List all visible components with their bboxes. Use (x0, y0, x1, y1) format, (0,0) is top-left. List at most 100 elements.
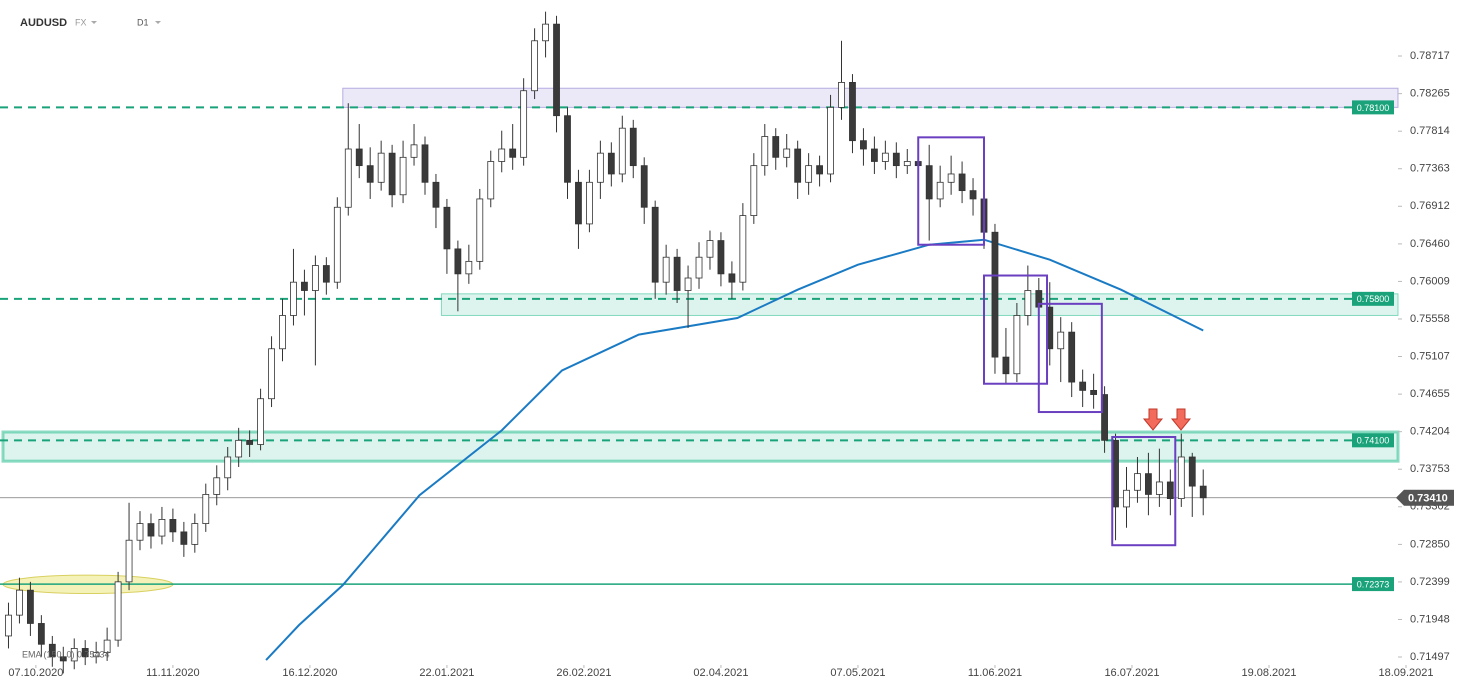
candle-body (936, 181, 944, 200)
candle-body (1090, 389, 1098, 395)
candle-body (860, 140, 867, 150)
candle-body (399, 156, 407, 196)
candle-body (629, 127, 637, 167)
y-tick-label: 0.76009 (1410, 275, 1450, 287)
candle-body (728, 273, 736, 283)
candle-body (1188, 456, 1196, 487)
candle-body (70, 648, 78, 662)
level-tag (1352, 291, 1394, 306)
candle-body (827, 106, 834, 175)
candle-body (739, 215, 747, 283)
candle-body (816, 165, 823, 175)
candle-body (991, 231, 999, 358)
candle-body (564, 115, 571, 183)
candle-body (1134, 473, 1141, 491)
candle-body (520, 90, 528, 158)
candle-body (465, 260, 473, 275)
y-tick-label: 0.74655 (1410, 388, 1450, 400)
candle-body (224, 456, 232, 479)
level-tag (1352, 433, 1394, 448)
plot: 0.78100 0.75800 0.74100 0.72373 0.78717 0.782… (0, 11, 1454, 679)
dropdown-caret (155, 21, 161, 24)
y-tick-label: 0.75558 (1410, 313, 1450, 325)
candle-body (246, 439, 254, 445)
candle-body (1199, 485, 1207, 499)
zone (440, 293, 1399, 316)
candle-body (849, 82, 856, 142)
candle-body (1068, 331, 1076, 383)
level-label: 0.75800 (1357, 294, 1390, 304)
candle-body (432, 181, 440, 208)
candle-body (355, 148, 363, 167)
candle-body (695, 256, 703, 279)
y-tick-label: 0.71948 (1410, 613, 1450, 625)
candle-body (575, 181, 582, 225)
level-label: 0.78100 (1357, 103, 1390, 113)
candle-body (1177, 456, 1185, 500)
down-arrow (1142, 408, 1164, 431)
candle-body (596, 152, 604, 183)
candle-body (410, 144, 418, 158)
y-tick-label: 0.77814 (1410, 125, 1450, 137)
market[interactable]: FX (75, 17, 87, 27)
candle-body (717, 240, 725, 275)
candle-body (59, 656, 67, 662)
candle-body (268, 348, 275, 400)
candle-body (333, 206, 341, 283)
candle-body (1101, 394, 1108, 441)
candle-body (881, 152, 889, 162)
y-tick-label: 0.75107 (1410, 350, 1450, 362)
last-price-tag (1404, 489, 1454, 506)
candle-body (1155, 481, 1163, 495)
candle-body (684, 277, 692, 291)
candle-body (421, 144, 429, 183)
x-tick-label: 11.06.2021 (968, 667, 1022, 679)
candle-body (191, 523, 199, 545)
candle-body (607, 152, 615, 175)
candle-body (750, 165, 758, 216)
x-tick-label: 07.10.2020 (8, 667, 63, 679)
candle-body (640, 165, 648, 208)
x-tick-label: 18.09.2021 (1378, 667, 1433, 679)
symbol: AUDUSD (20, 17, 67, 29)
y-tick-label: 0.78717 (1410, 50, 1450, 62)
level-label: 0.72373 (1357, 579, 1390, 589)
candle-body (1079, 381, 1087, 391)
candle-body (301, 281, 308, 291)
y-tick-label: 0.74204 (1410, 426, 1450, 438)
candle-body (805, 165, 813, 183)
candle-body (498, 148, 506, 162)
candle-body (673, 256, 681, 291)
candle-body (81, 648, 89, 658)
candle-body (48, 643, 56, 658)
candle-body (443, 206, 451, 250)
pattern-box (1111, 436, 1177, 547)
y-tick-label: 0.76912 (1410, 200, 1450, 212)
x-tick-label: 22.01.2021 (419, 667, 474, 679)
level-tag (1352, 577, 1394, 592)
candle-body (37, 623, 45, 645)
candle-body (838, 82, 845, 108)
interval[interactable]: D1 (137, 17, 149, 27)
candle-body (772, 136, 780, 158)
candle-body (136, 523, 144, 541)
candle-body (5, 614, 12, 637)
candle-body (476, 198, 484, 262)
candle-body (311, 265, 319, 291)
candle-body (27, 589, 34, 624)
candle-body (1112, 439, 1119, 508)
dropdown-caret (91, 21, 97, 24)
candle-body (487, 161, 495, 200)
candle-body (290, 281, 297, 316)
x-tick-label: 07.05.2021 (830, 667, 885, 679)
candle-body (969, 190, 977, 200)
candle-body (892, 152, 900, 167)
down-arrow (1170, 408, 1192, 431)
candle-body (257, 398, 264, 445)
last-price-pointer (1396, 489, 1404, 506)
candle-body (1123, 489, 1130, 508)
candle-body (1166, 481, 1174, 500)
candle-body (125, 539, 133, 583)
